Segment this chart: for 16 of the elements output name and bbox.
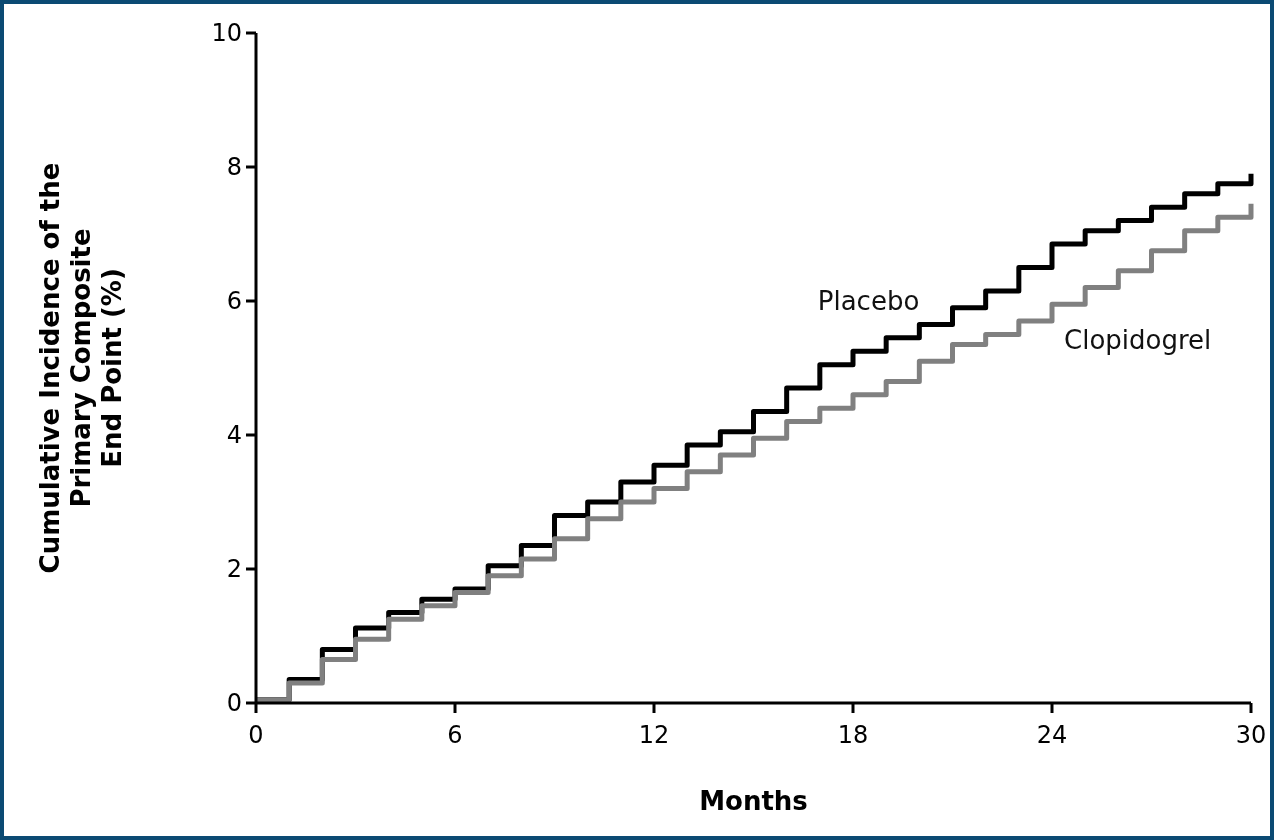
y-tick-label: 8 [226, 153, 242, 182]
x-tick-label: 30 [1235, 721, 1267, 749]
y-tick-label: 6 [226, 287, 242, 316]
x-tick-label: 24 [1036, 721, 1068, 749]
x-axis-title: Months [699, 786, 808, 816]
y-axis-title: Cumulative Incidence of the Primary Composite End Point (%) [34, 162, 128, 574]
y-tick-label: 4 [226, 421, 242, 450]
series-label: Placebo [817, 286, 920, 317]
series-label: Clopidogrel [1064, 325, 1212, 356]
x-tick-label: 12 [638, 721, 670, 749]
x-tick-label: 6 [447, 721, 463, 749]
x-tick-label: 0 [248, 721, 264, 749]
y-tick-label: 10 [211, 19, 242, 48]
x-tick-label: 18 [837, 721, 869, 749]
y-tick-label: 0 [226, 689, 242, 718]
y-tick-label: 2 [226, 555, 242, 584]
